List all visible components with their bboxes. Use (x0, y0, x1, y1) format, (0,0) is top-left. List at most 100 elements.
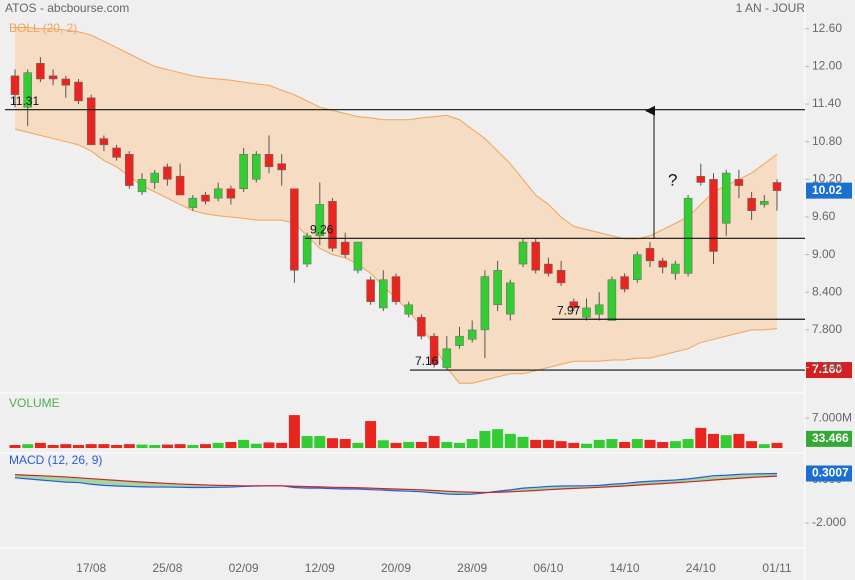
candle-body (252, 153, 261, 180)
level-label: 11.31 (10, 94, 39, 108)
candle-body (213, 188, 223, 199)
volume-bar (238, 439, 250, 448)
volume-bar (415, 442, 427, 448)
candle-body (721, 172, 731, 224)
candle-body (467, 329, 477, 340)
volume-bar (149, 445, 161, 448)
candle-body (302, 235, 312, 265)
candle-body (747, 197, 756, 211)
candle-body (10, 75, 20, 95)
level-label: 7.16 (415, 354, 439, 368)
volume-bar (123, 444, 135, 448)
candle-body (683, 197, 693, 274)
candle-body (36, 63, 45, 80)
candle-body (645, 248, 655, 262)
volume-bar (593, 439, 605, 448)
candle-body (582, 307, 591, 318)
source-title: ATOS - abcbourse.com (5, 1, 129, 15)
volume-bar (200, 444, 211, 448)
last-volume: 33.466 (812, 431, 849, 445)
volume-bar (530, 439, 542, 448)
candle-body (74, 81, 83, 102)
x-tick-label: 14/10 (610, 561, 640, 575)
candle-body (328, 201, 337, 249)
volume-bar (225, 442, 237, 448)
candle-body (569, 301, 579, 309)
volume-bar (454, 442, 465, 448)
price-panel (5, 27, 805, 384)
panels: BOLL (20, 2) 11.31 9.26 7.97 7.16 7.160? 12.60… (9, 21, 852, 575)
level-label: 9.26 (310, 222, 334, 236)
candle-body (760, 201, 769, 205)
volume-bar (263, 442, 275, 448)
panel-title: MACD (12, 26, 9) (9, 453, 102, 467)
volume-bar (708, 433, 719, 448)
volume-bar (161, 444, 173, 448)
volume-bar (619, 442, 631, 448)
macd-line (14, 472, 778, 496)
y-tick-label: 10.20 (812, 172, 842, 186)
band-title: BOLL (20, 2) (9, 21, 77, 35)
panel-title: VOLUME (9, 396, 60, 410)
volume-bar (276, 442, 288, 448)
volume-bar (73, 445, 84, 448)
candle-body (734, 179, 744, 186)
candle-body (137, 179, 147, 193)
volume-bar (250, 443, 262, 448)
volume-bar (9, 445, 21, 448)
volume-bar (746, 441, 758, 448)
last-volume-box (806, 430, 852, 447)
level-axis-label: 7.160 (812, 362, 842, 376)
volume-bar (720, 435, 732, 448)
candle-body (366, 279, 375, 302)
volume-bar (606, 439, 618, 448)
last-macd-box (806, 465, 852, 482)
y-tick-label: 8.400 (812, 284, 842, 298)
y-tick-label: 9.60 (812, 209, 836, 223)
level-label: 7.97 (557, 303, 581, 317)
candle-body (175, 175, 185, 196)
volume-bar (695, 427, 707, 448)
candle-body (112, 147, 121, 158)
volume-bar (568, 442, 580, 448)
candle-body (594, 304, 604, 315)
volume-bar (365, 421, 377, 448)
volume-bar (517, 436, 529, 448)
volume-bar (733, 433, 745, 448)
candle-body (480, 276, 490, 331)
volume-bar (771, 442, 783, 448)
volume-bar (136, 444, 148, 448)
x-tick-label: 01/11 (762, 561, 791, 575)
y-tick-label: -2.000 (812, 515, 846, 529)
candle-body (709, 179, 718, 252)
volume-bar (758, 444, 770, 448)
candle-body (671, 263, 680, 274)
y-tick-label: 7.000M (812, 410, 852, 424)
candle-body (150, 172, 159, 183)
volume-bar (441, 442, 453, 448)
candle-body (125, 153, 134, 186)
candle-body (493, 270, 502, 306)
last-price: 10.02 (812, 183, 842, 197)
candle-body (99, 138, 109, 146)
candle-body (772, 182, 782, 191)
candle-body (23, 72, 32, 108)
volume-bar (682, 439, 694, 448)
y-tick-label: 12.00 (812, 59, 842, 73)
candle-body (188, 197, 198, 208)
level-axis-label-box (806, 362, 852, 379)
candle-body (696, 175, 706, 183)
volume-bar (22, 444, 34, 448)
candle-body (226, 188, 236, 199)
candle-body (48, 75, 58, 80)
volume-bar (111, 445, 123, 448)
volume-bar (657, 442, 669, 448)
last-macd: 0.3007 (812, 466, 849, 480)
volume-bar (492, 429, 504, 448)
x-tick-label: 25/08 (152, 561, 182, 575)
volume-bar (504, 433, 516, 448)
candle-body (506, 282, 515, 315)
candle-body (404, 304, 413, 315)
candle-body (163, 166, 172, 180)
candle-body (633, 254, 642, 280)
